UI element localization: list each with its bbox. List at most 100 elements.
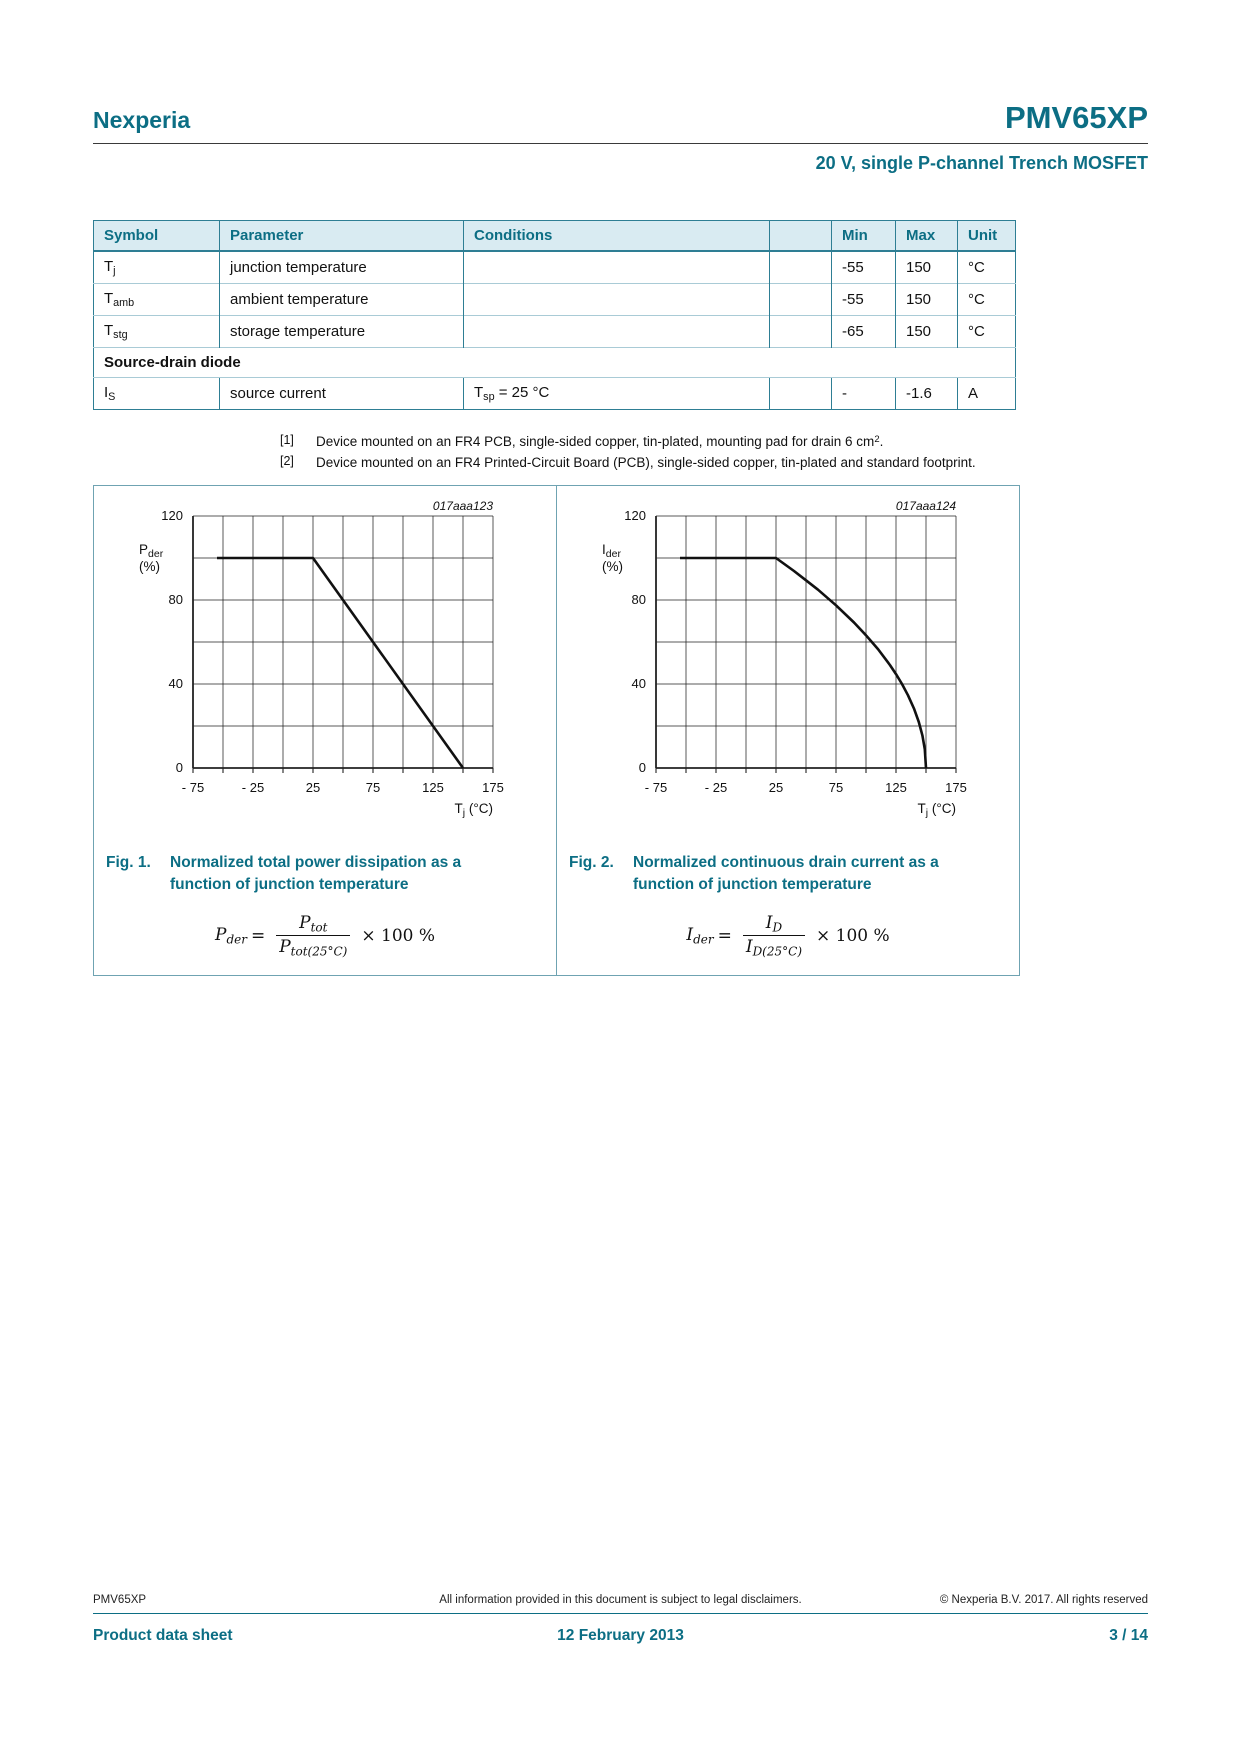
- figures-container: - 75- 25 25 75 125 175 0 40 80 120 017aaa123 Pder(…: [93, 484, 1020, 977]
- max-cell: -1.6: [895, 377, 958, 410]
- svg-text:80: 80: [169, 592, 183, 607]
- current-derating-chart: - 75 - 25 25 75 125 175 0 40 80 120 017aaa124 Ider(…: [602, 500, 967, 819]
- figure-2-caption: Fig. 2. Normalized continuous drain curr…: [569, 852, 1003, 897]
- figure-caption-text: Normalized continuous drain current as a…: [633, 853, 939, 894]
- parameter-cell: storage temperature: [219, 315, 464, 348]
- min-cell: -55: [831, 250, 896, 284]
- table-section-row: Source-drain diode: [93, 347, 1016, 378]
- conditions-cell: [463, 315, 770, 348]
- section-label: Source-drain diode: [93, 347, 1016, 378]
- svg-text:175: 175: [945, 780, 967, 795]
- svg-text:Ider: Ider: [602, 542, 621, 560]
- max-cell: 150: [895, 250, 958, 284]
- svg-text:175: 175: [482, 780, 504, 795]
- unit-cell: A: [957, 377, 1016, 410]
- footer-doc-type: Product data sheet: [93, 1627, 233, 1644]
- svg-text:- 75: - 75: [182, 780, 204, 795]
- note-cell: [769, 283, 832, 316]
- power-derating-chart: - 75 - 25 25 75 125 175 0 40 80 120 017aaa123 Pder(…: [139, 500, 504, 819]
- footer-page-number: 3 / 14: [1109, 1627, 1149, 1644]
- conditions-cell: Tsp = 25 °C: [463, 377, 770, 410]
- min-cell: -65: [831, 315, 896, 348]
- svg-text:25: 25: [306, 780, 320, 795]
- note-cell: [769, 377, 832, 410]
- footer-info-row: Product data sheet 12 February 2013 3 / …: [93, 1627, 1148, 1645]
- svg-text:- 25: - 25: [705, 780, 727, 795]
- page-header: Nexperia PMV65XP 20 V, single P-channel …: [93, 0, 1148, 174]
- svg-text:40: 40: [169, 676, 183, 691]
- footer-date: 12 February 2013: [557, 1627, 684, 1644]
- svg-text:017aaa123: 017aaa123: [433, 500, 493, 513]
- svg-text:017aaa124: 017aaa124: [896, 500, 956, 513]
- svg-text:Pder: Pder: [139, 542, 164, 560]
- table-header-row: Symbol Parameter Conditions Min Max Unit: [93, 220, 1016, 252]
- svg-text:(%): (%): [602, 559, 623, 574]
- svg-text:0: 0: [639, 760, 646, 775]
- symbol-cell: Tstg: [93, 315, 220, 348]
- footnote-text: Device mounted on an FR4 Printed-Circuit…: [316, 454, 976, 470]
- col-header-max: Max: [895, 220, 958, 252]
- min-cell: -: [831, 377, 896, 410]
- col-header-parameter: Parameter: [219, 220, 464, 252]
- footnote-text: Device mounted on an FR4 PCB, single-sid…: [316, 433, 884, 450]
- conditions-cell: [463, 250, 770, 284]
- parameter-cell: junction temperature: [219, 250, 464, 284]
- part-number: PMV65XP: [1004, 100, 1148, 135]
- unit-cell: °C: [957, 250, 1016, 284]
- figure-label: Fig. 2.: [569, 853, 614, 871]
- note-cell: [769, 250, 832, 284]
- parameter-cell: ambient temperature: [219, 283, 464, 316]
- figure-caption-text: Normalized total power dissipation as a …: [170, 853, 462, 894]
- svg-text:- 25: - 25: [242, 780, 264, 795]
- svg-text:75: 75: [366, 780, 380, 795]
- conditions-cell: [463, 283, 770, 316]
- col-header-unit: Unit: [957, 220, 1016, 252]
- table-row: Tj junction temperature -55 150 °C: [93, 250, 1016, 284]
- table-row: IS source current Tsp = 25 °C - -1.6 A: [93, 377, 1016, 410]
- table-row: Tamb ambient temperature -55 150 °C: [93, 283, 1016, 316]
- footer-disclaimer: All information provided in this documen…: [439, 1594, 802, 1606]
- svg-text:120: 120: [161, 508, 183, 523]
- svg-text:75: 75: [829, 780, 843, 795]
- table-row: Tstg storage temperature -65 150 °C: [93, 315, 1016, 348]
- footnote-2: [2] Device mounted on an FR4 Printed-Cir…: [280, 453, 1050, 474]
- svg-text:25: 25: [769, 780, 783, 795]
- svg-text:125: 125: [422, 780, 444, 795]
- footnotes: [1] Device mounted on an FR4 PCB, single…: [280, 432, 1050, 474]
- svg-text:(%): (%): [139, 559, 160, 574]
- figure-1-caption: Fig. 1. Normalized total power dissipati…: [106, 852, 540, 897]
- svg-text:125: 125: [885, 780, 907, 795]
- unit-cell: °C: [957, 283, 1016, 316]
- max-cell: 150: [895, 315, 958, 348]
- figure-2-formula: Ider = ID ID(25°C) × 100 %: [686, 912, 890, 960]
- footnote-marker: [2]: [280, 453, 294, 468]
- page-footer: PMV65XP All information provided in this…: [93, 1594, 1148, 1645]
- header-rule: [93, 143, 1148, 144]
- col-header-min: Min: [831, 220, 896, 252]
- footnote-1: [1] Device mounted on an FR4 PCB, single…: [280, 432, 1050, 453]
- footer-part-number: PMV65XP: [93, 1594, 147, 1606]
- unit-cell: °C: [957, 315, 1016, 348]
- min-cell: -55: [831, 283, 896, 316]
- figure-label: Fig. 1.: [106, 853, 151, 871]
- symbol-cell: Tamb: [93, 283, 220, 316]
- footer-legal-row: PMV65XP All information provided in this…: [93, 1594, 1148, 1614]
- parameter-cell: source current: [219, 377, 464, 410]
- svg-text:80: 80: [632, 592, 646, 607]
- col-header-symbol: Symbol: [93, 220, 220, 252]
- limiting-values-table: Symbol Parameter Conditions Min Max Unit…: [93, 220, 1016, 411]
- svg-text:Tj (°C): Tj (°C): [918, 801, 956, 819]
- symbol-cell: IS: [93, 377, 220, 410]
- note-cell: [769, 315, 832, 348]
- footer-copyright: © Nexperia B.V. 2017. All rights reserve…: [939, 1594, 1149, 1606]
- col-header-empty: [769, 220, 832, 252]
- figure-1-formula: Pder = Ptot Ptot(25°C) × 100 %: [214, 912, 436, 960]
- max-cell: 150: [895, 283, 958, 316]
- figure-1: - 75 - 25 25 75 125 175 0 40 80 120 017aaa123 Pder(…: [94, 485, 557, 976]
- svg-text:- 75: - 75: [645, 780, 667, 795]
- footnote-marker: [1]: [280, 433, 294, 448]
- svg-text:Tj (°C): Tj (°C): [455, 801, 493, 819]
- col-header-conditions: Conditions: [463, 220, 770, 252]
- svg-text:40: 40: [632, 676, 646, 691]
